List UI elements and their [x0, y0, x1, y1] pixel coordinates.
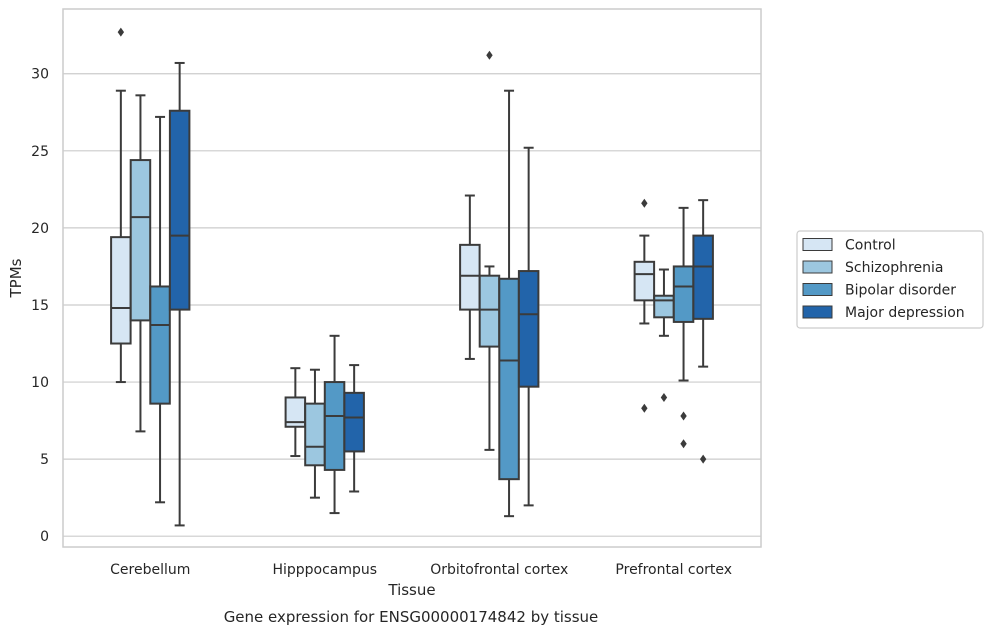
- x-axis-label: Tissue: [387, 581, 435, 599]
- box: [149, 285, 171, 405]
- box: [168, 109, 191, 311]
- box-group: [110, 27, 132, 384]
- box: [459, 243, 481, 311]
- box-group: [284, 367, 307, 458]
- box-group: [459, 194, 481, 360]
- legend: Control Schizophrenia Bipolar disorder Majo…: [796, 230, 984, 329]
- y-tick-label: 30: [31, 67, 49, 83]
- box: [692, 234, 714, 320]
- box-group: [633, 198, 656, 413]
- box-group: [517, 146, 540, 507]
- box: [478, 274, 501, 348]
- box: [498, 277, 520, 481]
- x-tick-labels: Cerebellum Hipppocampus Orbitofrontal cort…: [110, 562, 732, 578]
- box-group: [692, 199, 714, 464]
- legend-item: Control: [802, 238, 896, 254]
- x-tick-label: Prefrontal cortex: [615, 562, 732, 578]
- box-group: [323, 334, 346, 515]
- outlier-point: [699, 454, 707, 464]
- outlier-point: [680, 411, 687, 421]
- outlier-point: [117, 27, 125, 37]
- box: [343, 391, 365, 453]
- y-tick-label: 20: [31, 221, 49, 237]
- legend-swatch: [802, 283, 833, 296]
- legend-label: Schizophrenia: [845, 260, 943, 276]
- box-group: [672, 206, 695, 449]
- legend-swatch: [802, 238, 833, 251]
- outlier-point: [660, 392, 668, 402]
- y-tick-label: 25: [31, 144, 49, 160]
- box: [633, 260, 656, 302]
- boxes: [110, 27, 714, 527]
- y-tick-label: 10: [31, 375, 49, 391]
- box: [517, 270, 540, 388]
- y-tick-label: 0: [40, 529, 49, 545]
- legend-item: Bipolar disorder: [802, 283, 956, 299]
- y-tick-label: 5: [40, 452, 49, 468]
- box: [304, 402, 326, 467]
- box: [110, 236, 132, 345]
- box-group: [149, 115, 171, 504]
- box-group: [478, 50, 501, 451]
- legend-label: Major depression: [845, 305, 965, 321]
- legend-swatch: [802, 305, 833, 319]
- outlier-point: [641, 198, 648, 208]
- legend-label: Control: [845, 238, 896, 254]
- box-group: [129, 94, 152, 433]
- outlier-point: [486, 50, 493, 60]
- x-tick-label: Hipppocampus: [272, 562, 377, 578]
- box: [653, 294, 675, 319]
- y-tick-label: 15: [31, 298, 49, 314]
- legend-item: Major depression: [802, 305, 965, 321]
- box-group: [498, 89, 520, 518]
- legend-frame: [796, 230, 984, 329]
- box: [323, 381, 346, 471]
- box-group: [304, 368, 326, 499]
- box: [129, 159, 152, 322]
- y-axis-label: TPMs: [7, 258, 25, 298]
- box: [672, 265, 695, 323]
- y-tick-labels: 0 5 10 15 20 25 30: [31, 67, 49, 545]
- x-tick-label: Orbitofrontal cortex: [430, 562, 568, 578]
- outlier-point: [680, 439, 687, 449]
- legend-label: Bipolar disorder: [845, 283, 956, 299]
- legend-swatch: [802, 260, 833, 274]
- outlier-point: [641, 403, 648, 413]
- legend-item: Schizophrenia: [802, 260, 943, 276]
- box-group: [343, 364, 365, 493]
- box-group: [168, 61, 191, 527]
- plot-frame: [62, 8, 762, 548]
- chart-caption: Gene expression for ENSG00000174842 by t…: [224, 608, 599, 626]
- x-tick-label: Cerebellum: [110, 562, 190, 578]
